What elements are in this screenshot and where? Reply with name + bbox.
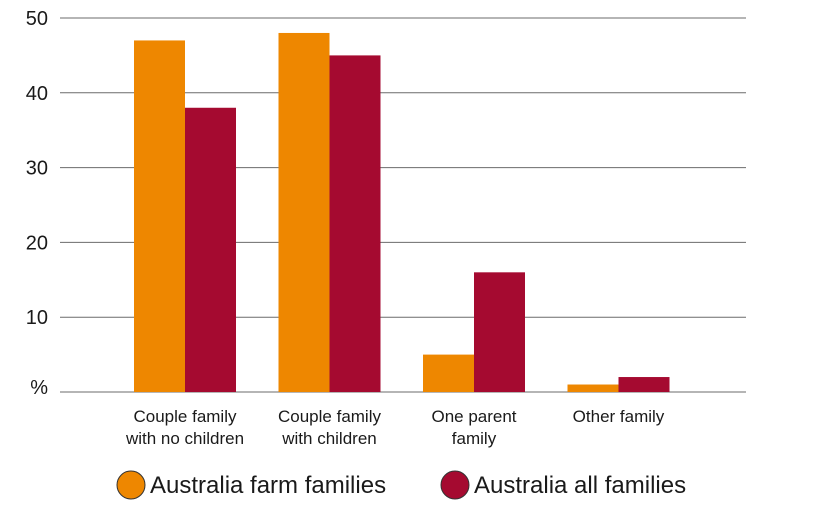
bar-all-2 bbox=[474, 272, 525, 392]
bar-farm-3 bbox=[567, 384, 619, 392]
bar-farm-0 bbox=[134, 40, 185, 392]
legend: Australia farm families Australia all fam… bbox=[116, 470, 686, 500]
y-tick-label: 50 bbox=[26, 8, 48, 30]
y-axis-unit-label: % bbox=[30, 377, 48, 399]
legend-label-farm: Australia farm families bbox=[150, 472, 386, 499]
y-axis-tick-labels: 10 20 30 40 50% bbox=[26, 8, 48, 399]
category-label: Other family bbox=[573, 407, 665, 426]
x-axis-category-labels: Couple family with no children Couple fami… bbox=[125, 407, 665, 448]
category-label: with children bbox=[281, 429, 377, 448]
category-label: Couple family bbox=[134, 407, 237, 426]
legend-swatch-farm bbox=[116, 470, 146, 500]
y-tick-label: 20 bbox=[26, 232, 48, 254]
legend-label-all: Australia all families bbox=[474, 472, 686, 499]
bar-all-1 bbox=[329, 55, 381, 393]
category-label: family bbox=[452, 429, 497, 448]
y-tick-label: 10 bbox=[26, 307, 48, 329]
y-tick-label: 40 bbox=[26, 83, 48, 105]
bar-all-3 bbox=[618, 377, 670, 392]
category-label: with no children bbox=[125, 429, 244, 448]
legend-swatch-all bbox=[440, 470, 470, 500]
bar-farm-1 bbox=[278, 32, 330, 393]
category-label: Couple family bbox=[278, 407, 381, 426]
bar-all-0 bbox=[185, 107, 236, 392]
bars bbox=[134, 32, 670, 393]
category-label: One parent bbox=[431, 407, 516, 426]
bar-farm-2 bbox=[423, 354, 474, 392]
y-tick-label: 30 bbox=[26, 158, 48, 180]
